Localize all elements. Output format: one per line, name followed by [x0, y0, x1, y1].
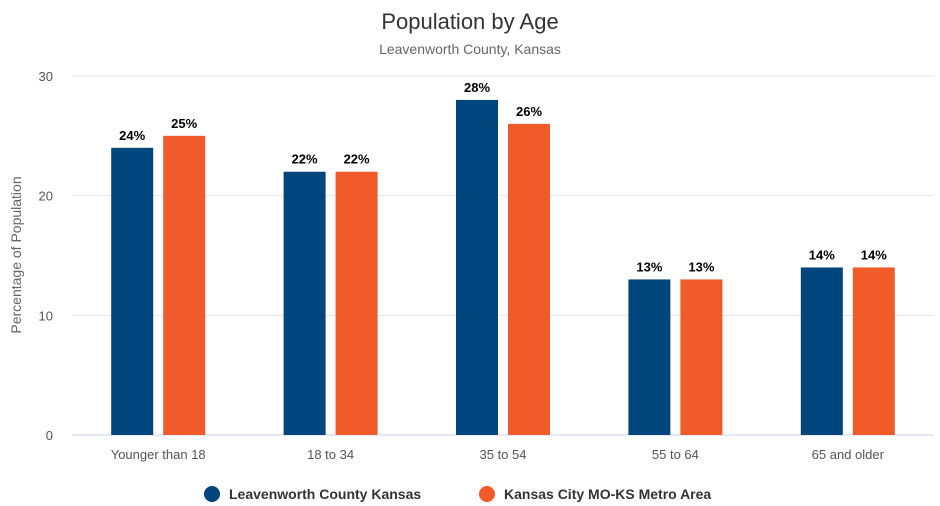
data-label: 14% — [809, 247, 835, 262]
data-label: 13% — [688, 259, 714, 274]
bar-kansas-city-3[interactable] — [680, 279, 723, 435]
data-label: 26% — [516, 104, 542, 119]
legend-label: Kansas City MO-KS Metro Area — [504, 486, 711, 502]
data-label: 14% — [861, 247, 887, 262]
legend-marker — [479, 486, 495, 502]
bar-leavenworth-4[interactable] — [800, 267, 843, 435]
bar-kansas-city-1[interactable] — [335, 171, 378, 435]
data-label: 24% — [119, 128, 145, 143]
legend[interactable]: Leavenworth County Kansas Kansas City MO-… — [204, 486, 711, 502]
legend-label: Leavenworth County Kansas — [229, 486, 421, 502]
bar-leavenworth-2[interactable] — [456, 99, 498, 435]
chart-subtitle: Leavenworth County, Kansas — [379, 41, 561, 57]
grid-layer: 0 10 20 30 — [39, 69, 934, 443]
y-tick-label: 0 — [46, 428, 53, 443]
legend-marker — [204, 486, 220, 502]
bars-layer — [111, 99, 895, 436]
data-label: 25% — [171, 116, 197, 131]
legend-item-leavenworth[interactable]: Leavenworth County Kansas — [204, 486, 421, 502]
data-label: 28% — [464, 80, 490, 95]
y-axis-label: Percentage of Population — [8, 176, 24, 333]
x-tick-label: 65 and older — [812, 447, 885, 462]
y-tick-label: 10 — [39, 308, 53, 323]
x-tick-label: Younger than 18 — [111, 447, 206, 462]
bar-leavenworth-0[interactable] — [111, 147, 154, 436]
y-tick-label: 20 — [39, 189, 53, 204]
bar-kansas-city-2[interactable] — [508, 123, 550, 435]
bar-leavenworth-3[interactable] — [628, 279, 671, 435]
legend-item-kansas-city[interactable]: Kansas City MO-KS Metro Area — [479, 486, 711, 502]
x-tick-label: 35 to 54 — [480, 447, 527, 462]
bar-kansas-city-0[interactable] — [163, 135, 206, 436]
data-label: 13% — [636, 259, 662, 274]
data-label: 22% — [292, 152, 318, 167]
bar-leavenworth-1[interactable] — [283, 171, 326, 435]
chart-title: Population by Age — [381, 9, 558, 34]
x-tick-label: 18 to 34 — [307, 447, 354, 462]
x-tick-label: 55 to 64 — [652, 447, 699, 462]
bar-kansas-city-4[interactable] — [852, 267, 895, 435]
y-tick-label: 30 — [39, 69, 53, 84]
x-tick-labels-layer: Younger than 18 18 to 34 35 to 54 55 to 64 6… — [111, 447, 885, 462]
data-label: 22% — [344, 152, 370, 167]
data-labels-layer: 24% 25% 22% 22% 28% 26% 13% 13% 14% 14% — [119, 80, 887, 274]
